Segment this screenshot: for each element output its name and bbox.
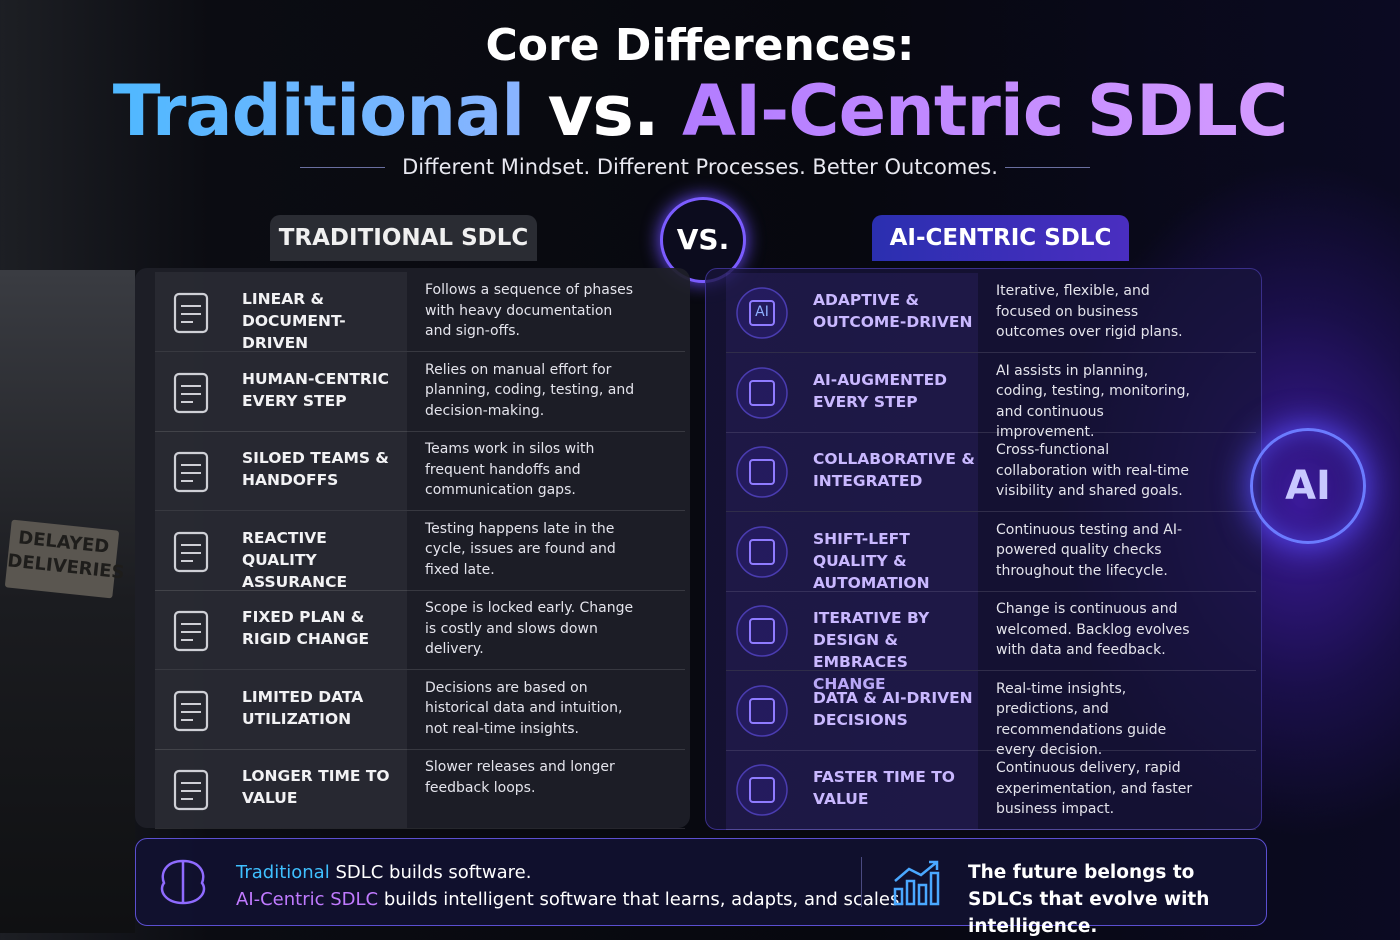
row-text: Follows a sequence of phases with heavy … — [425, 282, 634, 339]
row-heading: ADAPTIVE & OUTCOME-DRIVEN — [813, 291, 973, 331]
ai-orb: AI — [1250, 428, 1366, 544]
row-text: Relies on manual effort for planning, co… — [425, 361, 635, 419]
row: LONGER TIME TO VALUE Slower releases and … — [155, 749, 685, 829]
row-heading: SHIFT-LEFT QUALITY & AUTOMATION — [813, 529, 930, 592]
row-heading: LONGER TIME TO VALUE — [242, 767, 390, 807]
footer-line: SDLC builds software. — [335, 862, 532, 883]
title-right: AI-Centric SDLC — [681, 70, 1288, 152]
row-icon — [173, 292, 209, 334]
row-icon — [173, 451, 209, 493]
row-heading: HUMAN-CENTRIC EVERY STEP — [242, 369, 389, 410]
vs-badge: VS. — [660, 197, 746, 283]
row-heading: DATA & AI-DRIVEN DECISIONS — [813, 688, 973, 729]
row-text: Decisions are based on historical data a… — [425, 679, 623, 737]
title-left: Traditional — [112, 70, 526, 152]
row: LIMITED DATA UTILIZATION Decisions are ba… — [155, 669, 685, 750]
row-heading-bg — [155, 510, 407, 590]
sign: DELAYED DELIVERIES — [4, 519, 125, 599]
row-heading: SILOED TEAMS & HANDOFFS — [242, 449, 389, 489]
divider — [861, 857, 862, 907]
row: FASTER TIME TO VALUE Continuous delivery,… — [726, 750, 1256, 830]
row-icon — [173, 610, 209, 652]
row-heading: REACTIVE QUALITY ASSURANCE — [242, 528, 348, 591]
row: DATA & AI-DRIVEN DECISIONS Real-time insi… — [726, 670, 1256, 758]
row-icon — [173, 531, 209, 572]
row-icon — [736, 764, 788, 816]
row-text: Cross-functional collaboration with real… — [996, 442, 1190, 499]
growth-icon — [893, 860, 940, 906]
row-icon — [736, 684, 788, 737]
divider — [300, 167, 385, 168]
tagline: The future belongs to SDLCs that evolve … — [968, 862, 1210, 937]
row: COLLABORATIVE & INTEGRATED Cross-function… — [726, 432, 1256, 512]
row: AI ADAPTIVE & OUTCOME-DRIVEN Iterative, fl… — [726, 273, 1256, 353]
row: REACTIVE QUALITY ASSURANCE Testing happen… — [155, 510, 685, 591]
title-line: Traditional vs. AI-Centric SDLC — [0, 70, 1400, 152]
row-heading-bg — [155, 272, 407, 351]
row-text: Teams work in silos with frequent handof… — [425, 441, 595, 498]
footer-text: Traditional SDLC builds software. AI-Cen… — [236, 859, 905, 913]
divider — [1005, 167, 1090, 168]
row-heading: LINEAR & DOCUMENT-DRIVEN — [242, 290, 346, 352]
row-heading: FIXED PLAN & RIGID CHANGE — [242, 608, 370, 648]
row-heading-bg — [155, 431, 407, 510]
row: SILOED TEAMS & HANDOFFS Teams work in sil… — [155, 431, 685, 511]
row: HUMAN-CENTRIC EVERY STEP Relies on manual… — [155, 351, 685, 432]
row-icon — [736, 525, 788, 578]
row-text: Real-time insights, predictions, and rec… — [996, 680, 1167, 759]
row-heading-bg — [155, 351, 407, 431]
row-heading-bg — [155, 749, 407, 828]
row-text: Change is continuous and welcomed. Backl… — [996, 601, 1190, 658]
row: ITERATIVE BY DESIGN & EMBRACES CHANGE Cha… — [726, 591, 1256, 693]
row-text: Slower releases and longer feedback loop… — [425, 759, 615, 796]
row-heading-bg — [155, 669, 407, 749]
subtitle: Different Mindset. Different Processes. … — [402, 155, 998, 179]
row-heading: COLLABORATIVE & INTEGRATED — [813, 450, 975, 490]
row-icon — [173, 769, 209, 811]
row: FIXED PLAN & RIGID CHANGE Scope is locked… — [155, 590, 685, 670]
footer-term: AI-Centric SDLC — [236, 889, 379, 910]
row: AI-AUGMENTED EVERY STEP AI assists in pla… — [726, 352, 1256, 440]
row-text: Scope is locked early. Change is costly … — [425, 600, 634, 657]
ai-panel: AI ADAPTIVE & OUTCOME-DRIVEN Iterative, fl… — [705, 268, 1262, 830]
title: Core Differences: — [485, 20, 915, 71]
right-label: AI-CENTRIC SDLC — [872, 215, 1129, 261]
traditional-panel: LINEAR & DOCUMENT-DRIVEN Follows a sequen… — [135, 268, 690, 829]
row-heading: AI-AUGMENTED EVERY STEP — [813, 370, 948, 411]
row-icon — [736, 287, 788, 339]
row-text: Continuous delivery, rapid experimentati… — [996, 760, 1193, 817]
left-label: TRADITIONAL SDLC — [270, 215, 537, 261]
row-icon — [736, 605, 788, 657]
footer-term: Traditional — [236, 862, 330, 883]
row: LINEAR & DOCUMENT-DRIVEN Follows a sequen… — [155, 272, 685, 352]
row-heading: ITERATIVE BY DESIGN & EMBRACES CHANGE — [813, 609, 930, 693]
row: SHIFT-LEFT QUALITY & AUTOMATION Continuou… — [726, 511, 1256, 592]
row-heading: LIMITED DATA UTILIZATION — [242, 687, 364, 728]
footer-line: builds intelligent software that learns,… — [383, 889, 906, 910]
row-text: AI assists in planning, coding, testing,… — [996, 362, 1191, 441]
icon-text: AI — [755, 304, 769, 320]
storm-image — [0, 270, 135, 933]
row-icon — [173, 690, 209, 731]
row-heading-bg — [155, 590, 407, 669]
brain-icon — [160, 859, 206, 905]
row-text: Continuous testing and AI-powered qualit… — [996, 521, 1183, 579]
row-heading: FASTER TIME TO VALUE — [813, 768, 955, 808]
footer: Traditional SDLC builds software. AI-Cen… — [135, 838, 1267, 937]
row-text: Iterative, flexible, and focused on busi… — [996, 283, 1183, 340]
row-icon — [736, 366, 788, 419]
row-icon — [736, 446, 788, 498]
row-icon — [173, 372, 209, 413]
title-vs: vs. — [547, 70, 660, 152]
row-text: Testing happens late in the cycle, issue… — [425, 520, 616, 578]
